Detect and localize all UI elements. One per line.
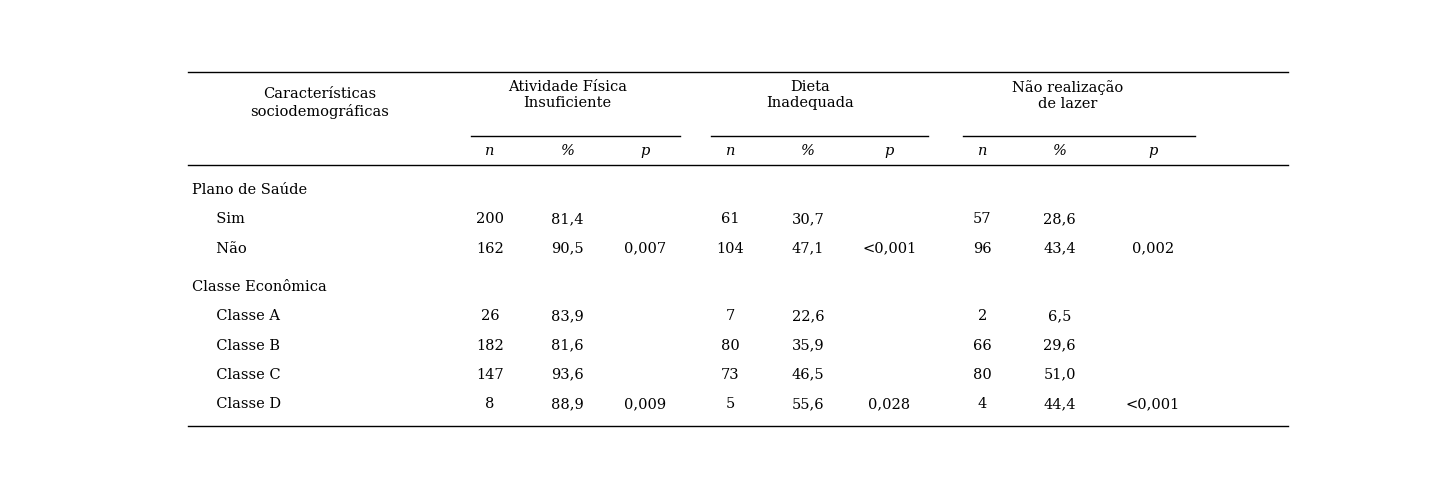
Text: %: % [801,144,814,158]
Text: Classe C: Classe C [208,368,281,382]
Text: n: n [977,144,987,158]
Text: 7: 7 [726,309,735,323]
Text: 28,6: 28,6 [1043,212,1076,226]
Text: 0,002: 0,002 [1131,242,1174,256]
Text: Sim: Sim [208,212,245,226]
Text: 44,4: 44,4 [1043,397,1076,411]
Text: Classe D: Classe D [208,397,281,411]
Text: 90,5: 90,5 [552,242,584,256]
Text: 6,5: 6,5 [1048,309,1072,323]
Text: p: p [640,144,650,158]
Text: %: % [561,144,575,158]
Text: Dieta
Inadequada: Dieta Inadequada [767,80,853,110]
Text: 200: 200 [476,212,504,226]
Text: 104: 104 [716,242,744,256]
Text: 35,9: 35,9 [791,339,824,352]
Text: Não: Não [208,242,246,256]
Text: 0,007: 0,007 [624,242,666,256]
Text: Características
sociodemográficas: Características sociodemográficas [251,87,389,119]
Text: 93,6: 93,6 [552,368,584,382]
Text: 4: 4 [977,397,987,411]
Text: 61: 61 [720,212,739,226]
Text: 88,9: 88,9 [552,397,584,411]
Text: 26: 26 [481,309,500,323]
Text: 0,028: 0,028 [867,397,911,411]
Text: 182: 182 [476,339,504,352]
Text: p: p [1148,144,1157,158]
Text: 96: 96 [973,242,991,256]
Text: 57: 57 [973,212,991,226]
Text: 5: 5 [726,397,735,411]
Text: 30,7: 30,7 [791,212,824,226]
Text: 0,009: 0,009 [624,397,666,411]
Text: Plano de Saúde: Plano de Saúde [192,183,307,197]
Text: 51,0: 51,0 [1043,368,1076,382]
Text: p: p [885,144,893,158]
Text: 147: 147 [477,368,504,382]
Text: Classe Econômica: Classe Econômica [192,280,327,294]
Text: Atividade Física
Insuficiente: Atividade Física Insuficiente [509,80,627,110]
Text: 22,6: 22,6 [791,309,824,323]
Text: 81,4: 81,4 [552,212,584,226]
Text: 43,4: 43,4 [1043,242,1076,256]
Text: <0,001: <0,001 [1125,397,1180,411]
Text: 55,6: 55,6 [791,397,824,411]
Text: Não realização
de lazer: Não realização de lazer [1012,80,1123,111]
Text: 81,6: 81,6 [552,339,584,352]
Text: 29,6: 29,6 [1043,339,1076,352]
Text: n: n [726,144,735,158]
Text: 46,5: 46,5 [791,368,824,382]
Text: n: n [486,144,494,158]
Text: 8: 8 [486,397,494,411]
Text: 73: 73 [720,368,739,382]
Text: 47,1: 47,1 [791,242,824,256]
Text: 66: 66 [973,339,991,352]
Text: 80: 80 [720,339,739,352]
Text: 80: 80 [973,368,991,382]
Text: 162: 162 [476,242,504,256]
Text: 83,9: 83,9 [552,309,584,323]
Text: 2: 2 [977,309,987,323]
Text: Classe B: Classe B [208,339,280,352]
Text: Classe A: Classe A [208,309,280,323]
Text: %: % [1053,144,1066,158]
Text: <0,001: <0,001 [862,242,916,256]
